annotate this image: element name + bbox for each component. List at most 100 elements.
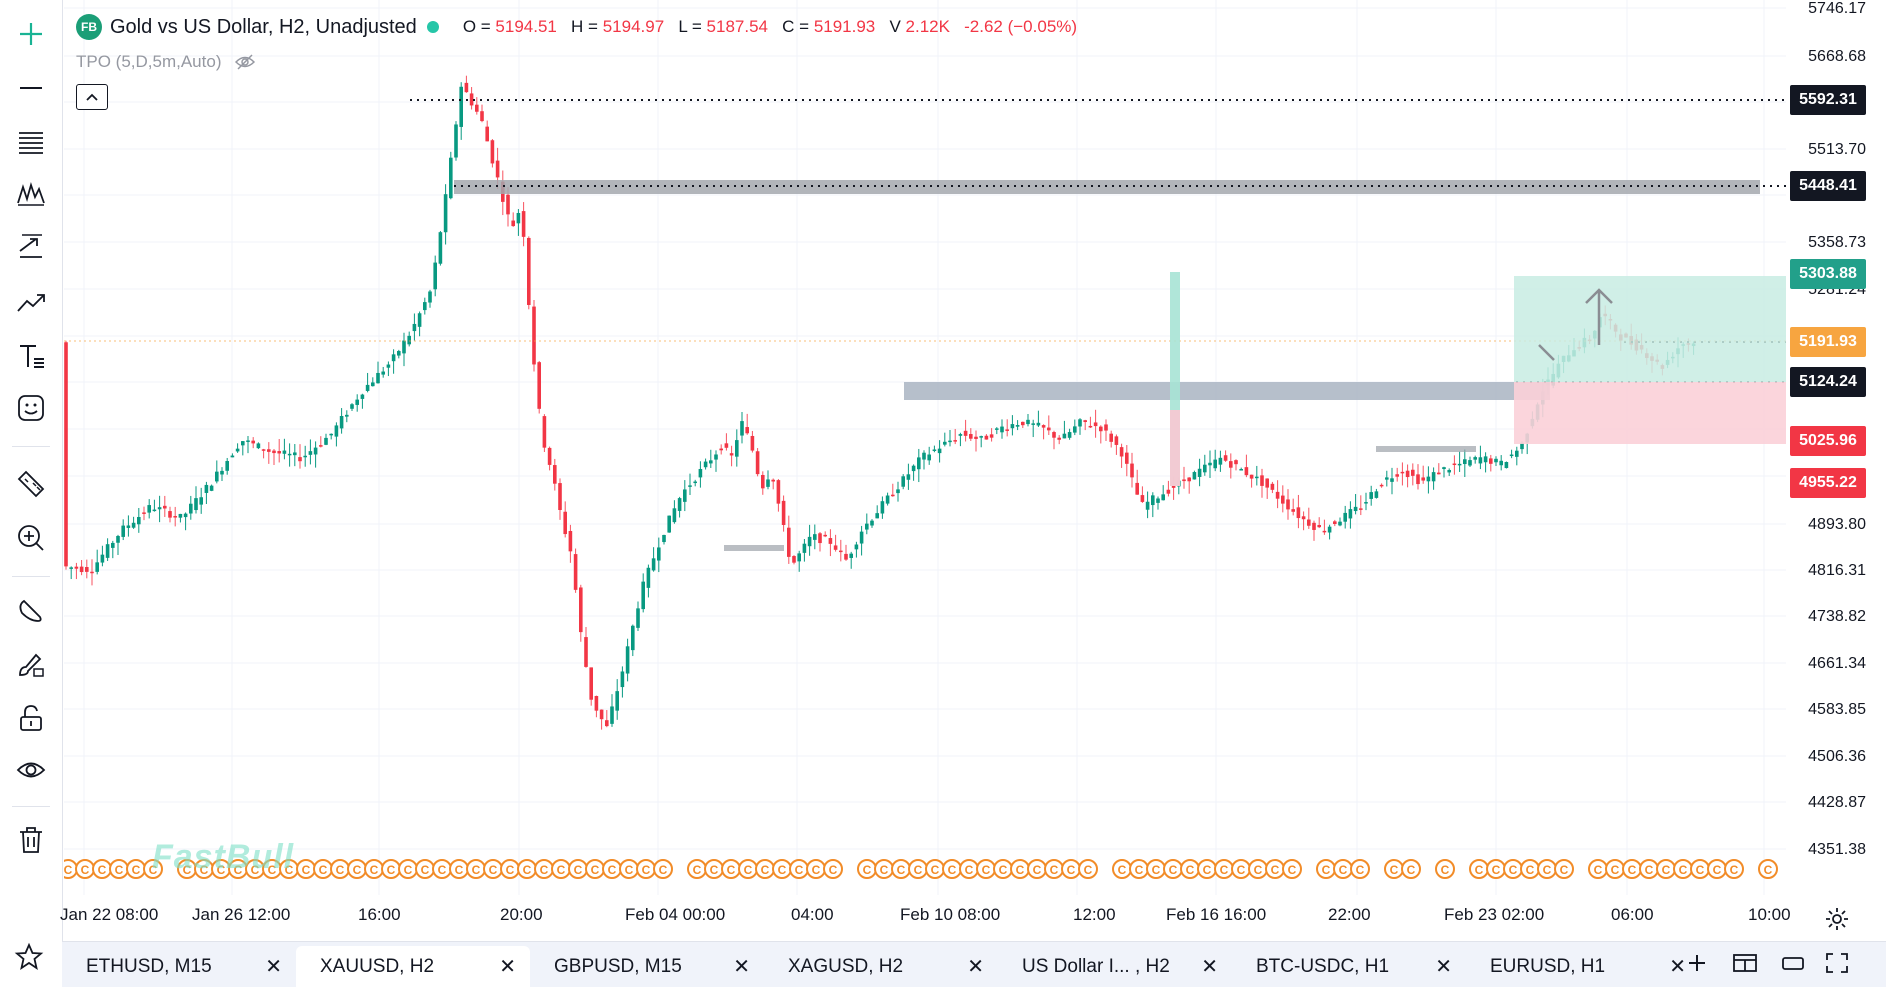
candle-body: [599, 709, 604, 720]
candle-body: [1109, 433, 1113, 442]
add-tab-icon[interactable]: [1682, 948, 1712, 978]
candle-body: [984, 435, 989, 440]
time-axis[interactable]: Jan 22 08:00 Jan 26 12:00 16:00 20:00 Feb 04…: [60, 895, 1791, 935]
candle-body: [787, 527, 791, 557]
candle-body: [1343, 512, 1347, 522]
collapse-legend-button[interactable]: [76, 84, 108, 110]
candle-body: [1385, 477, 1389, 480]
fib-icon[interactable]: [11, 122, 51, 162]
chart-tab[interactable]: ETHUSD, M15 ✕: [62, 946, 296, 987]
trend-icon[interactable]: [11, 282, 51, 322]
candle-body: [490, 140, 495, 164]
candle-body: [1327, 526, 1332, 533]
candle-body: [381, 371, 385, 375]
prediction-icon[interactable]: [11, 226, 51, 266]
event-icon-label: C: [1730, 863, 1739, 877]
fullscreen-icon[interactable]: [1822, 948, 1852, 978]
candle-body: [802, 543, 807, 553]
event-icon-label: C: [1118, 863, 1127, 877]
price-tag[interactable]: 5124.24: [1790, 367, 1866, 397]
candle-body: [1286, 499, 1290, 510]
chart-tab[interactable]: US Dollar I... , H2 ✕: [998, 946, 1232, 987]
time-label: Feb 23 02:00: [1444, 905, 1545, 924]
text-icon[interactable]: [11, 336, 51, 376]
candle-body: [1135, 482, 1139, 495]
time-label: 22:00: [1328, 905, 1371, 924]
indicator-label[interactable]: TPO (5,D,5m,Auto): [76, 52, 222, 71]
candle-body: [209, 485, 214, 491]
magnet-icon[interactable]: [11, 590, 51, 630]
price-tag[interactable]: 4955.22: [1790, 468, 1866, 498]
event-icon-label: C: [1050, 863, 1059, 877]
close-tab-icon[interactable]: ✕: [967, 956, 984, 978]
event-icon-label: C: [523, 863, 532, 877]
cross-icon[interactable]: [11, 14, 51, 54]
line-icon[interactable]: [11, 68, 51, 108]
candle-body: [1447, 469, 1451, 473]
brush-lock-icon[interactable]: [11, 644, 51, 684]
candle-body: [1244, 467, 1249, 476]
candle-body: [636, 608, 640, 628]
symbol-title[interactable]: Gold vs US Dollar, H2, Unadjusted: [110, 15, 417, 38]
indicator-legend[interactable]: TPO (5,D,5m,Auto): [76, 52, 256, 72]
zoom-icon[interactable]: [11, 518, 51, 558]
close-tab-icon[interactable]: ✕: [1201, 956, 1218, 978]
event-icon-label: C: [1339, 863, 1348, 877]
chart-tab[interactable]: BTC-USDC, H1 ✕: [1232, 946, 1466, 987]
price-axis[interactable]: 5746.17 5668.68 5513.70 5358.73 5281.24 4893.…: [1786, 0, 1886, 895]
close-tab-icon[interactable]: ✕: [1669, 956, 1686, 978]
event-icon-label: C: [829, 863, 838, 877]
settings-gear-icon[interactable]: [1824, 906, 1850, 932]
candle-body: [1156, 498, 1160, 503]
event-icon-label: C: [387, 863, 396, 877]
candle-body: [1260, 475, 1264, 486]
candle-body: [157, 507, 162, 510]
price-tag[interactable]: 5448.41: [1790, 171, 1866, 201]
candle-body: [1504, 462, 1509, 469]
chart-tab[interactable]: EURUSD, H1 ✕: [1466, 946, 1700, 987]
candle-body: [1151, 495, 1155, 506]
star-icon[interactable]: [14, 942, 48, 976]
candle-body: [833, 545, 838, 550]
candle-body: [1197, 468, 1202, 477]
hidden-eye-icon[interactable]: [235, 54, 256, 70]
candle-body: [1270, 483, 1275, 490]
candle-body: [459, 86, 463, 127]
pattern-icon[interactable]: [11, 174, 51, 214]
event-icon-label: C: [506, 863, 515, 877]
price-tag[interactable]: 5303.88: [1790, 259, 1866, 289]
close-tab-icon[interactable]: ✕: [499, 956, 516, 978]
candle-body: [1442, 467, 1446, 470]
candle-body: [1348, 509, 1353, 519]
event-icon-label: C: [1492, 863, 1501, 877]
price-tag[interactable]: 5025.96: [1790, 426, 1866, 456]
close-tab-icon[interactable]: ✕: [1435, 956, 1452, 978]
layout-icon[interactable]: [1730, 948, 1760, 978]
event-icon-label: C: [812, 863, 821, 877]
candle-body: [724, 443, 729, 448]
event-icon-label: C: [1237, 863, 1246, 877]
candle-body: [1395, 474, 1399, 477]
candle-body: [147, 505, 151, 513]
lock-icon[interactable]: [11, 698, 51, 738]
window-icon[interactable]: [1778, 948, 1808, 978]
event-icon-label: C: [1509, 863, 1518, 877]
candle-body: [911, 465, 916, 472]
chart-tab[interactable]: XAUUSD, H2 ✕: [296, 946, 530, 987]
chart-tab[interactable]: XAGUSD, H2 ✕: [764, 946, 998, 987]
close-tab-icon[interactable]: ✕: [265, 956, 282, 978]
chart-legend[interactable]: FB Gold vs US Dollar, H2, Unadjusted O =…: [76, 14, 1077, 40]
eye-icon[interactable]: [11, 750, 51, 790]
ruler-icon[interactable]: [11, 464, 51, 504]
price-tag[interactable]: 5191.93: [1790, 327, 1866, 357]
chart-tab[interactable]: GBPUSD, M15 ✕: [530, 946, 764, 987]
trash-icon[interactable]: [11, 820, 51, 860]
emoji-icon[interactable]: [11, 388, 51, 428]
close-tab-icon[interactable]: ✕: [733, 956, 750, 978]
candle-body: [183, 513, 188, 518]
price-tag[interactable]: 5592.31: [1790, 85, 1866, 115]
event-icon: [1758, 859, 1778, 879]
candle-body: [896, 489, 900, 494]
